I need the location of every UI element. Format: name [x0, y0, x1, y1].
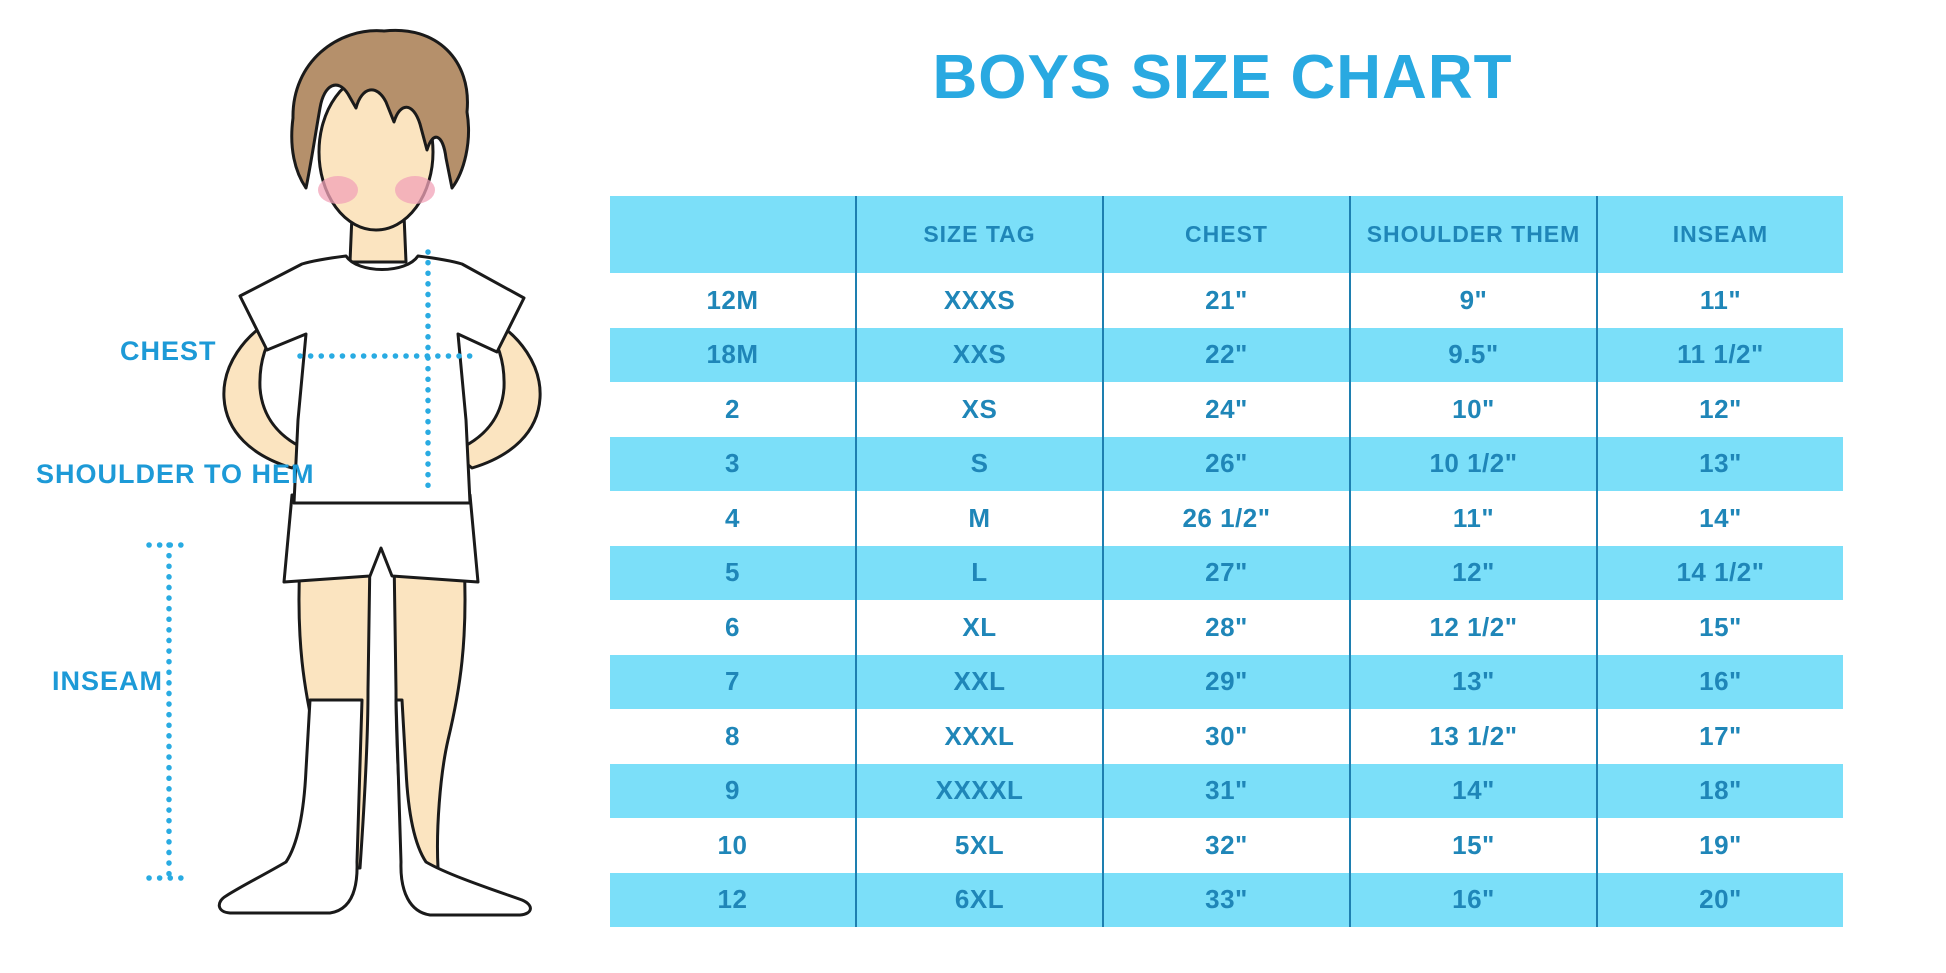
cell-size: 4 [725, 502, 740, 533]
cell-chest: 30" [1102, 709, 1350, 764]
table-row: 9 XXXXL 31" 14" 18" [610, 763, 1843, 818]
cell-chest: 29" [1102, 654, 1350, 709]
t-shirt [238, 254, 526, 505]
cell-size: 6 [725, 611, 740, 642]
cell-size-tag: XXXXL [855, 763, 1103, 818]
cell-shoulder-them: 15" [1349, 818, 1597, 873]
table-row: 4 M 26 1/2" 11" 14" [610, 491, 1843, 546]
cell-inseam: 14 1/2" [1596, 545, 1843, 600]
cell-shoulder-them: 12" [1349, 545, 1597, 600]
cell-size-tag: XL [855, 600, 1103, 655]
left-cheek [318, 176, 358, 204]
cell-size: 3 [610, 436, 856, 491]
shorts [282, 493, 480, 584]
table-row: 3 S 26" 10 1/2" 13" [610, 436, 1843, 491]
size-table: SIZE TAG CHEST SHOULDER THEM INSEAM 12M … [610, 196, 1843, 927]
table-row: 8 XXXL 30" 13 1/2" 17" [610, 709, 1843, 764]
cell-size: 2 [725, 393, 740, 424]
table-row: 7 XXL 29" 13" 16" [610, 654, 1843, 709]
cell-chest: 31" [1102, 763, 1350, 818]
cell-size-tag: XS [855, 382, 1103, 437]
cell-inseam: 15" [1596, 600, 1843, 655]
cell-size-tag: XXXL [855, 709, 1103, 764]
table-row: 5 L 27" 12" 14 1/2" [610, 545, 1843, 600]
cell-chest: 21" [1102, 273, 1350, 328]
cell-inseam: 16" [1596, 654, 1843, 709]
cell-inseam: 11" [1596, 273, 1843, 328]
column-header-size [610, 196, 856, 273]
cell-shoulder-them: 16" [1349, 872, 1597, 927]
cell-chest: 32" [1102, 818, 1350, 873]
cell-inseam: 14" [1596, 491, 1843, 546]
cell-size-tag: 5XL [855, 818, 1103, 873]
cell-chest: 24" [1102, 382, 1350, 437]
left-arm [222, 318, 314, 470]
cell-shoulder-them: 10" [1349, 382, 1597, 437]
cell-shoulder-them: 10 1/2" [1349, 436, 1597, 491]
cell-size-tag: M [855, 491, 1103, 546]
cell-size: 12 [610, 872, 856, 927]
cell-shoulder-them: 11" [1349, 491, 1597, 546]
cell-chest: 27" [1102, 545, 1350, 600]
chest-label: CHEST [120, 336, 217, 366]
cell-size-tag: 6XL [855, 872, 1103, 927]
table-row: 12 6XL 33" 16" 20" [610, 872, 1843, 927]
column-header-size-tag: SIZE TAG [855, 196, 1103, 273]
right-arm [450, 318, 542, 470]
cell-size: 18M [610, 327, 856, 382]
cell-size: 10 [717, 829, 748, 860]
cell-chest: 26 1/2" [1102, 491, 1350, 546]
table-row: 2 XS 24" 10" 12" [610, 382, 1843, 437]
cell-inseam: 11 1/2" [1596, 327, 1843, 382]
cell-size-tag: XXL [855, 654, 1103, 709]
cell-size: 8 [725, 720, 740, 751]
right-cheek [395, 176, 435, 204]
cell-size-tag: XXS [855, 327, 1103, 382]
cell-size: 5 [610, 545, 856, 600]
table-row: 10 5XL 32" 15" 19" [610, 818, 1843, 873]
cell-chest: 33" [1102, 872, 1350, 927]
cell-shoulder-them: 12 1/2" [1349, 600, 1597, 655]
column-header-inseam: INSEAM [1596, 196, 1843, 273]
page-title: BOYS SIZE CHART [932, 43, 1513, 112]
cell-inseam: 18" [1596, 763, 1843, 818]
shoulder-to-hem-label: SHOULDER TO HEM [36, 459, 315, 489]
cell-shoulder-them: 13 1/2" [1349, 709, 1597, 764]
cell-inseam: 20" [1596, 872, 1843, 927]
inseam-measurement-line [146, 542, 192, 881]
left-sock [217, 698, 364, 915]
column-header-shoulder-them: SHOULDER THEM [1349, 196, 1597, 273]
cell-inseam: 19" [1596, 818, 1843, 873]
header-row: SIZE TAG CHEST SHOULDER THEM INSEAM [610, 196, 1843, 273]
cell-shoulder-them: 13" [1349, 654, 1597, 709]
right-sock [394, 698, 532, 917]
inseam-label: INSEAM [52, 666, 164, 696]
cell-size: 7 [610, 654, 856, 709]
cell-shoulder-them: 14" [1349, 763, 1597, 818]
cell-size: 12M [706, 284, 759, 315]
cell-chest: 22" [1102, 327, 1350, 382]
cell-size-tag: S [855, 436, 1103, 491]
cell-shoulder-them: 9" [1349, 273, 1597, 328]
cell-shoulder-them: 9.5" [1349, 327, 1597, 382]
boy-illustration [146, 28, 542, 917]
column-header-chest: CHEST [1102, 196, 1350, 273]
cell-size-tag: XXXS [855, 273, 1103, 328]
table-row: 18M XXS 22" 9.5" 11 1/2" [610, 327, 1843, 382]
table-row: 12M XXXS 21" 9" 11" [610, 273, 1843, 328]
cell-chest: 26" [1102, 436, 1350, 491]
cell-size-tag: L [855, 545, 1103, 600]
table-row: 6 XL 28" 12 1/2" 15" [610, 600, 1843, 655]
cell-size: 9 [610, 763, 856, 818]
cell-inseam: 12" [1596, 382, 1843, 437]
cell-inseam: 17" [1596, 709, 1843, 764]
hair [290, 28, 471, 190]
cell-chest: 28" [1102, 600, 1350, 655]
cell-inseam: 13" [1596, 436, 1843, 491]
